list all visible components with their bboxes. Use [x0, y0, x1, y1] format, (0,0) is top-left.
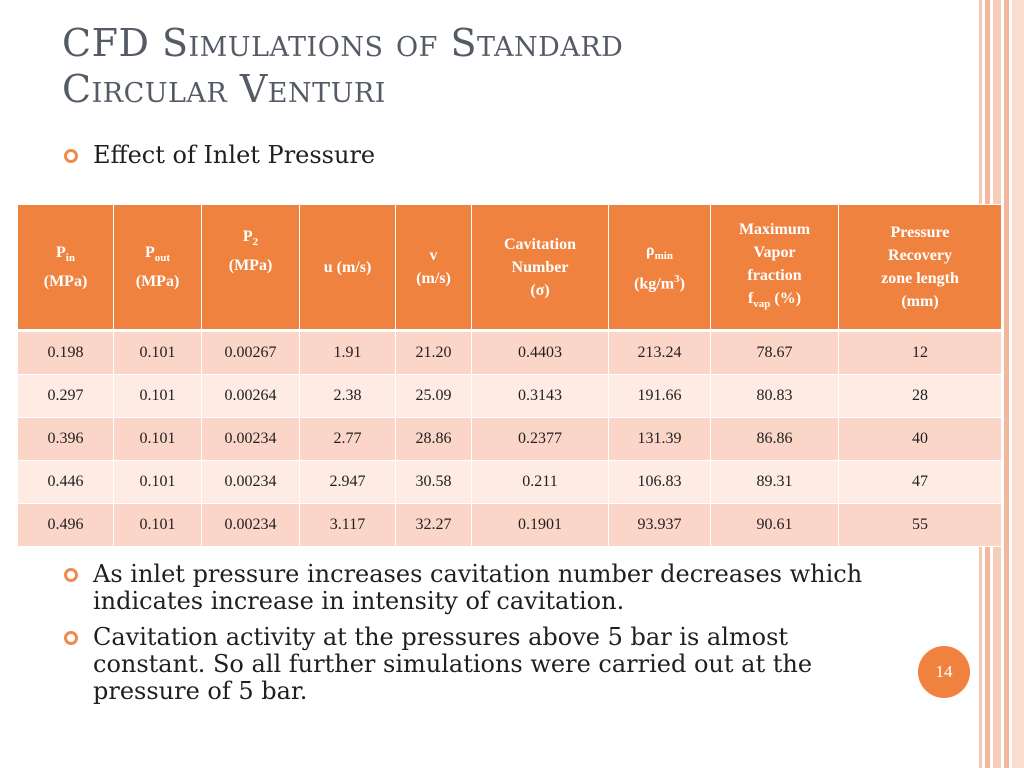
- table-cell: 86.86: [710, 417, 839, 461]
- table-cell: 2.77: [299, 417, 396, 461]
- table-cell: 2.38: [299, 374, 396, 418]
- table-row: 0.396 0.101 0.00234 2.77 28.86 0.2377 13…: [17, 417, 1002, 461]
- page-number-badge: 14: [918, 646, 970, 698]
- table-cell: 0.101: [113, 417, 202, 461]
- table-cell: 213.24: [608, 329, 711, 375]
- circle-bullet-icon: [64, 568, 78, 582]
- table-cell: 0.198: [17, 329, 114, 375]
- circle-bullet-icon: [64, 631, 78, 645]
- table-cell: 32.27: [395, 503, 472, 547]
- table-cell: 78.67: [710, 329, 839, 375]
- circle-bullet-icon: [64, 149, 78, 163]
- table-cell: 2.947: [299, 460, 396, 504]
- table-cell: 90.61: [710, 503, 839, 547]
- table-cell: 80.83: [710, 374, 839, 418]
- header-u: u (m/s): [299, 204, 396, 331]
- table-cell: 3.117: [299, 503, 396, 547]
- table-cell: 0.00234: [201, 503, 300, 547]
- bullet-cavitation-number: As inlet pressure increases cavitation n…: [64, 561, 944, 615]
- header-rho-min: ρmin (kg/m3): [608, 204, 711, 331]
- table-cell: 0.297: [17, 374, 114, 418]
- table-cell: 25.09: [395, 374, 472, 418]
- table-cell: 0.446: [17, 460, 114, 504]
- header-v: v (m/s): [395, 204, 472, 331]
- header-cavitation-number: Cavitation Number (σ): [471, 204, 609, 331]
- table-cell: 0.496: [17, 503, 114, 547]
- table-cell: 47: [838, 460, 1002, 504]
- title-line-1: CFD Simulations of Standard: [62, 21, 624, 65]
- table-cell: 28: [838, 374, 1002, 418]
- table-cell: 12: [838, 329, 1002, 375]
- table-row: 0.297 0.101 0.00264 2.38 25.09 0.3143 19…: [17, 374, 1002, 418]
- table-cell: 0.101: [113, 460, 202, 504]
- header-pressure-recovery: Pressure Recovery zone length (mm): [838, 204, 1002, 331]
- header-max-vapor-fraction: Maximum Vapor fraction fvap (%): [710, 204, 839, 331]
- table-cell: 106.83: [608, 460, 711, 504]
- decor-stripe: [1012, 0, 1024, 768]
- table-cell: 0.00264: [201, 374, 300, 418]
- table-cell: 0.101: [113, 503, 202, 547]
- table-cell: 1.91: [299, 329, 396, 375]
- table-row: 0.496 0.101 0.00234 3.117 32.27 0.1901 9…: [17, 503, 1002, 547]
- table-cell: 0.211: [471, 460, 609, 504]
- slide-title: CFD Simulations of Standard Circular Ven…: [62, 20, 962, 112]
- table-cell: 21.20: [395, 329, 472, 375]
- table-cell: 93.937: [608, 503, 711, 547]
- table-cell: 0.101: [113, 374, 202, 418]
- table-cell: 55: [838, 503, 1002, 547]
- results-table: Pin (MPa) Pout (MPa) P2 (MPa) u (m/s) v …: [17, 204, 1002, 547]
- table-cell: 0.4403: [471, 329, 609, 375]
- header-p2: P2 (MPa): [201, 204, 300, 331]
- table-cell: 89.31: [710, 460, 839, 504]
- header-p-out: Pout (MPa): [113, 204, 202, 331]
- decor-stripe: [1004, 0, 1009, 768]
- table-header-row: Pin (MPa) Pout (MPa) P2 (MPa) u (m/s) v …: [17, 204, 1002, 331]
- bullet-text: Cavitation activity at the pressures abo…: [93, 623, 813, 705]
- table-row: 0.446 0.101 0.00234 2.947 30.58 0.211 10…: [17, 460, 1002, 504]
- bullet-text: Effect of Inlet Pressure: [93, 141, 376, 169]
- table-cell: 0.00234: [201, 417, 300, 461]
- table-cell: 0.1901: [471, 503, 609, 547]
- table-cell: 0.101: [113, 329, 202, 375]
- table-cell: 0.3143: [471, 374, 609, 418]
- bullet-cavitation-activity: Cavitation activity at the pressures abo…: [64, 624, 944, 705]
- table-cell: 40: [838, 417, 1002, 461]
- header-p-in: Pin (MPa): [17, 204, 114, 331]
- table-cell: 0.00267: [201, 329, 300, 375]
- title-line-2: Circular Venturi: [62, 67, 386, 111]
- table-cell: 30.58: [395, 460, 472, 504]
- bullet-text: As inlet pressure increases cavitation n…: [93, 560, 863, 615]
- page-number: 14: [935, 662, 953, 681]
- table-row: 0.198 0.101 0.00267 1.91 21.20 0.4403 21…: [17, 329, 1002, 375]
- table-cell: 191.66: [608, 374, 711, 418]
- table-cell: 0.2377: [471, 417, 609, 461]
- table-cell: 131.39: [608, 417, 711, 461]
- table-cell: 0.00234: [201, 460, 300, 504]
- table-cell: 0.396: [17, 417, 114, 461]
- bullet-inlet-pressure: Effect of Inlet Pressure: [64, 142, 944, 169]
- table-cell: 28.86: [395, 417, 472, 461]
